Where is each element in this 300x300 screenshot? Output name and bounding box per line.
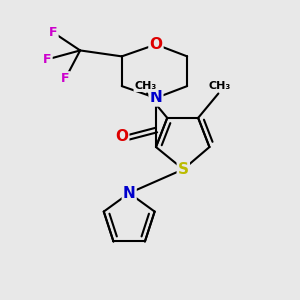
Text: F: F xyxy=(61,72,70,85)
Text: CH₃: CH₃ xyxy=(134,81,157,91)
Text: F: F xyxy=(43,53,52,66)
Text: CH₃: CH₃ xyxy=(209,81,231,91)
Text: O: O xyxy=(149,37,162,52)
Text: S: S xyxy=(178,162,189,177)
Text: N: N xyxy=(123,186,136,201)
Text: O: O xyxy=(115,129,128,144)
Text: N: N xyxy=(150,91,162,106)
Text: F: F xyxy=(49,26,58,39)
